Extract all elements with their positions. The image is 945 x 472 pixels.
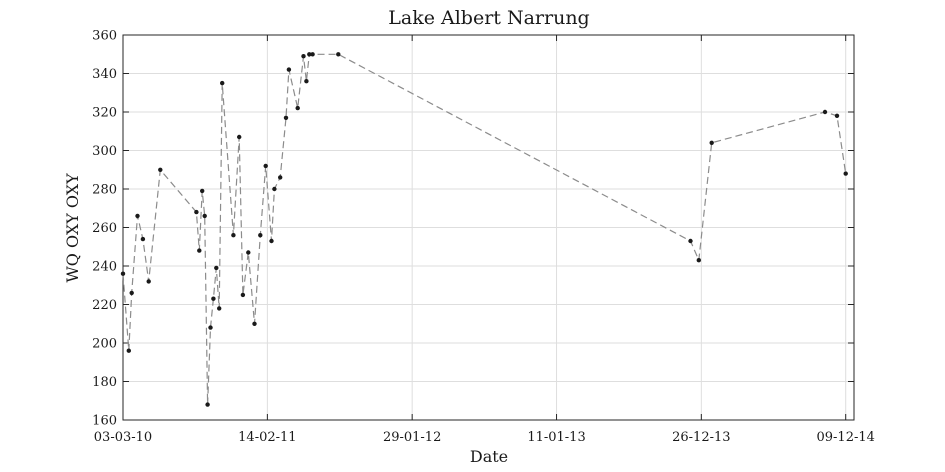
x-tick-label: 11-01-13 (527, 430, 585, 445)
y-tick-label: 320 (92, 106, 117, 121)
data-point (240, 292, 246, 298)
axis-ticks (122, 34, 854, 421)
data-point (120, 271, 126, 276)
y-tick-label: 160 (92, 414, 117, 429)
y-tick-label: 200 (92, 337, 117, 352)
y-tick-label: 360 (92, 29, 117, 44)
data-point (843, 171, 848, 176)
data-point (197, 248, 202, 253)
y-tick-label: 280 (92, 183, 117, 198)
y-tick-label: 340 (92, 67, 117, 82)
data-point (146, 279, 151, 284)
data-point (252, 321, 257, 326)
chart-title: Lake Albert Narrung (388, 7, 589, 29)
y-tick-label: 240 (92, 260, 117, 275)
data-point (258, 233, 263, 238)
x-tick-label: 14-02-11 (238, 430, 296, 445)
data-point (129, 290, 134, 296)
data-point (272, 186, 277, 192)
series-line (122, 53, 847, 405)
x-axis-label: Date (470, 447, 508, 466)
data-point (295, 105, 300, 111)
series (120, 52, 848, 407)
data-point (126, 348, 131, 353)
x-tick-label: 29-01-12 (383, 430, 441, 445)
x-tick-label: 09-12-14 (816, 430, 874, 445)
grid (122, 35, 854, 420)
data-point (263, 163, 268, 169)
data-point (301, 54, 306, 59)
y-tick-label: 220 (92, 298, 117, 313)
y-tick-label: 300 (92, 144, 117, 159)
data-point (709, 140, 714, 145)
data-point (822, 109, 828, 115)
data-point (231, 233, 236, 238)
x-tick-labels: 03-03-10 14-02-11 29-01-12 11-01-13 26-12-13… (94, 430, 875, 445)
data-point (217, 306, 222, 311)
data-point (208, 325, 213, 330)
data-point (220, 80, 225, 86)
data-point (336, 52, 341, 57)
y-tick-labels: 160 180 200 220 240 260 280 300 320 340 360 (92, 29, 117, 429)
data-point (237, 134, 242, 140)
data-point (688, 238, 693, 244)
data-point (200, 188, 205, 194)
data-point (310, 52, 315, 57)
data-point (140, 236, 146, 242)
data-point (834, 113, 840, 119)
y-tick-label: 180 (92, 375, 117, 390)
data-point (205, 402, 210, 407)
data-point (304, 79, 309, 84)
data-point (214, 265, 219, 271)
x-tick-label: 03-03-10 (94, 430, 152, 445)
data-point (135, 213, 140, 219)
data-point (278, 175, 283, 180)
x-tick-label: 26-12-13 (672, 430, 730, 445)
y-tick-label: 260 (92, 221, 117, 236)
data-point (211, 296, 216, 301)
data-point (696, 258, 701, 263)
data-point (158, 167, 163, 172)
data-point (286, 67, 292, 72)
y-axis-label: WQ OXY OXY (63, 173, 82, 283)
data-point (269, 238, 274, 244)
data-point (307, 52, 312, 57)
data-point (194, 209, 199, 215)
data-point (202, 213, 207, 219)
data-point (246, 250, 251, 255)
data-point (283, 115, 289, 121)
